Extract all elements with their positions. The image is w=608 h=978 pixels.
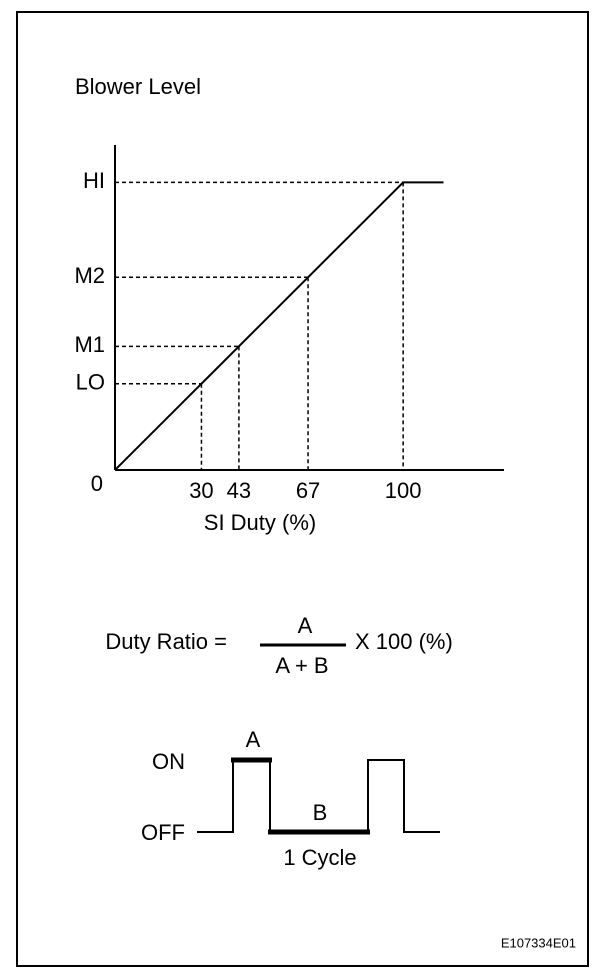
formula-denominator: A + B bbox=[275, 653, 328, 678]
y-tick-label: HI bbox=[83, 168, 105, 193]
x-tick-label: 100 bbox=[385, 478, 422, 503]
y-tick-label: LO bbox=[76, 370, 105, 395]
x-axis-label: SI Duty (%) bbox=[204, 510, 316, 535]
formula-numerator: A bbox=[298, 613, 313, 638]
b-label: B bbox=[313, 800, 328, 825]
a-label: A bbox=[246, 727, 261, 752]
chart-title: Blower Level bbox=[75, 74, 201, 99]
x-tick-label: 67 bbox=[296, 478, 320, 503]
cycle-label: 1 Cycle bbox=[283, 845, 356, 870]
off-label: OFF bbox=[141, 820, 185, 845]
y-tick-label: M2 bbox=[74, 263, 105, 288]
x-tick-label: 43 bbox=[227, 478, 251, 503]
formula-lhs: Duty Ratio = bbox=[105, 629, 227, 654]
y-tick-label: 0 bbox=[91, 471, 103, 496]
formula-rhs: X 100 (%) bbox=[355, 629, 453, 654]
data-line bbox=[114, 181, 444, 471]
frame bbox=[16, 11, 589, 967]
y-tick-label: M1 bbox=[74, 332, 105, 357]
x-tick-label: 30 bbox=[189, 478, 213, 503]
figure-id: E107334E01 bbox=[501, 935, 576, 950]
on-label: ON bbox=[152, 749, 185, 774]
